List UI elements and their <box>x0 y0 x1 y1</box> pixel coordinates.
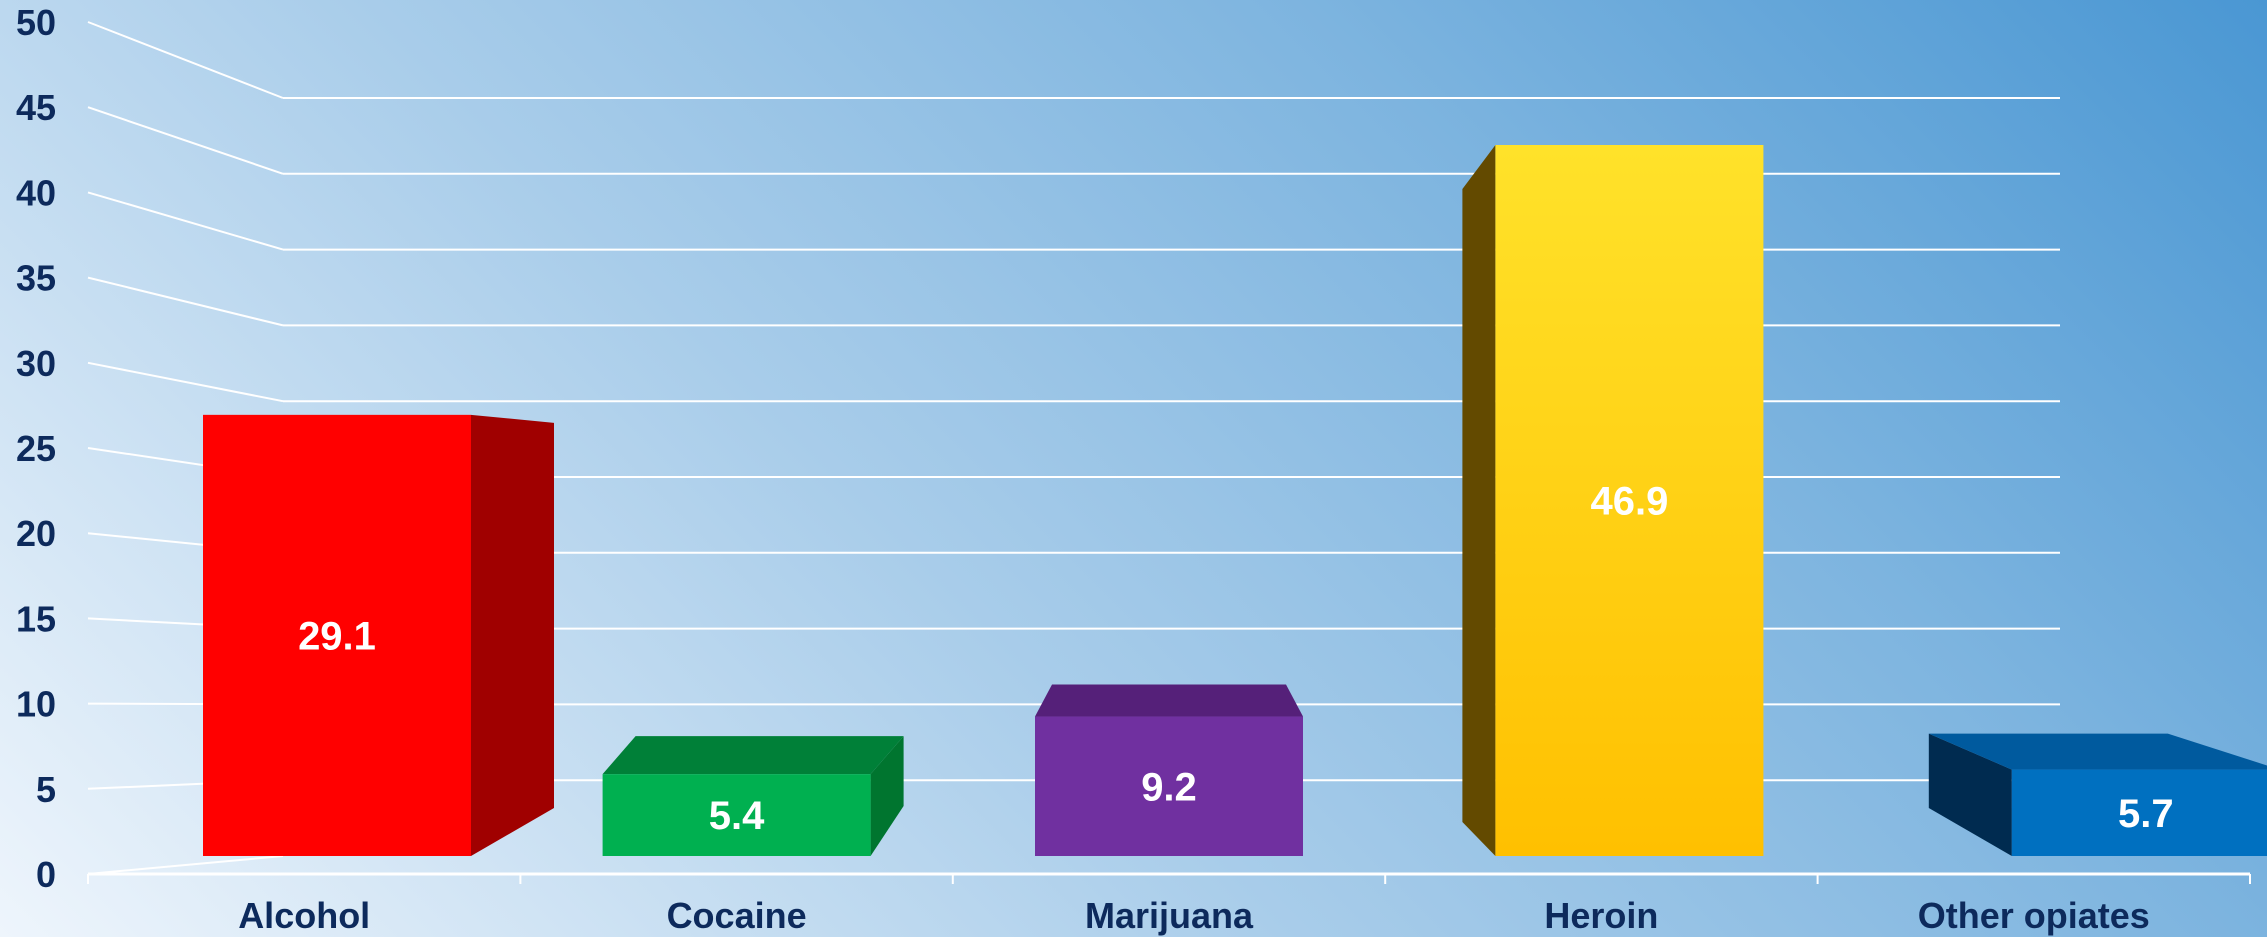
x-category-label: Cocaine <box>667 895 807 936</box>
x-category-label: Alcohol <box>238 895 370 936</box>
y-tick-label: 10 <box>16 684 56 725</box>
floor-edge <box>87 855 284 875</box>
bar-top-2 <box>1035 684 1303 717</box>
y-tick-label: 35 <box>16 258 56 299</box>
bar-top-4 <box>1928 733 2267 770</box>
y-tick-label: 30 <box>16 343 56 384</box>
bar-marijuana <box>1035 716 1303 856</box>
bar-side-1 <box>870 736 904 856</box>
gridline-side-30 <box>87 361 284 403</box>
data-label: 46.9 <box>1590 479 1668 523</box>
gridline-side-40 <box>87 191 284 251</box>
y-tick-label: 5 <box>36 769 56 810</box>
y-tick-label: 50 <box>16 2 56 43</box>
y-tick-label: 25 <box>16 428 56 469</box>
data-label: 29.1 <box>298 614 376 658</box>
axes <box>87 855 2251 884</box>
x-category-label: Heroin <box>1544 895 1658 936</box>
y-tick-label: 0 <box>36 854 56 895</box>
gridlines <box>87 21 2060 790</box>
data-label: 5.4 <box>709 794 765 838</box>
bar-heroin <box>1495 144 1764 857</box>
bar-other-opiates <box>2011 769 2267 856</box>
x-category-label: Other opiates <box>1918 895 2150 936</box>
data-label: 9.2 <box>1141 765 1197 809</box>
gridline-side-35 <box>87 276 284 327</box>
bar-side-3 <box>1462 144 1496 857</box>
labels: 0 5 10 15 20 25 30 35 40 45 50 Alcohol Cocaine Mariju… <box>16 2 2174 936</box>
bars <box>203 144 2267 857</box>
gridline-side-45 <box>87 106 284 175</box>
bar-cocaine <box>602 774 871 856</box>
y-tick-label: 45 <box>16 87 56 128</box>
y-tick-label: 40 <box>16 172 56 213</box>
bar-alcohol <box>203 414 471 856</box>
bar-side-4 <box>1928 733 2012 856</box>
gridline-side-50 <box>87 21 284 99</box>
bar-side-0 <box>471 414 554 856</box>
data-label: 5.7 <box>2118 792 2174 836</box>
x-category-label: Marijuana <box>1085 895 1254 936</box>
y-tick-label: 20 <box>16 513 56 554</box>
bar-top-1 <box>602 736 904 775</box>
y-tick-label: 15 <box>16 598 56 639</box>
